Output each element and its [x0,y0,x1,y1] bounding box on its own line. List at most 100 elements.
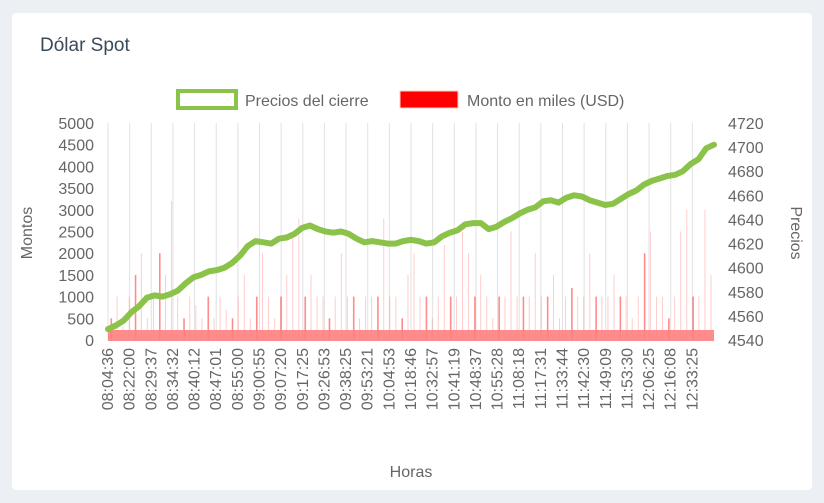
volume-bar [243,274,245,340]
volume-bar [516,296,518,340]
y-right-tick-label: 4680 [728,164,764,181]
volume-bar [431,318,433,340]
y-left-tick-label: 0 [85,333,94,350]
volume-bar [686,209,688,340]
y-left-tick-label: 4500 [58,138,94,155]
volume-bar [304,296,307,340]
y-right-tick-label: 4660 [728,188,764,205]
volume-bar [231,318,234,340]
volume-bar [704,209,706,340]
y-left-tick-label: 1000 [58,290,94,307]
volume-bar [625,296,627,340]
volume-bar [571,287,573,340]
x-tick-label: 11:08:18 [511,348,528,409]
volume-bar [116,296,118,340]
volume-bar [619,296,622,340]
volume-bar [152,296,154,340]
volume-bar [474,296,476,340]
x-tick-label: 10:41:19 [446,348,463,410]
volume-bar [177,296,179,340]
volume-bar [607,296,609,340]
x-tick-label: 10:18:46 [403,348,420,410]
volume-bar [662,296,664,340]
price-line-layer [105,141,717,333]
volume-bar [674,296,676,340]
volume-bar [540,296,542,340]
volume-bar [425,296,428,340]
x-tick-label: 12:06:25 [641,348,658,410]
volume-bar [589,253,591,340]
volume-bar [577,296,579,340]
x-tick-label: 09:38:25 [338,348,355,410]
y-left-tick-label: 2500 [58,225,94,242]
volume-bar [316,296,318,340]
x-tick-label: 08:04:36 [100,348,117,410]
volume-bar [292,235,294,340]
volume-bar [443,244,445,340]
x-tick-label: 10:48:37 [468,348,485,410]
volume-bar [140,253,142,340]
x-axis: 08:04:36 08:22:00 08:29:37 08:34:32 08:40:12… [100,348,701,410]
x-tick-label: 08:29:37 [143,348,160,410]
volume-bar [165,274,167,340]
volume-bar [377,296,379,340]
x-tick-label: 10:04:53 [381,348,398,410]
y-right-tick-label: 4620 [728,237,764,254]
volume-bar [213,318,215,340]
volume-bar [583,296,585,340]
y-left-tick-label: 500 [67,311,94,328]
x-tick-label: 12:16:08 [663,348,680,410]
x-tick-label: 09:00:55 [252,348,269,410]
x-tick-label: 09:07:20 [273,348,290,410]
volume-bar [419,296,421,340]
volume-bar [655,296,657,340]
volume-bar [322,296,324,340]
x-tick-label: 08:47:01 [208,348,225,410]
volume-bar [189,296,191,340]
x-tick-label: 10:55:28 [490,348,507,410]
volume-bar [183,318,185,340]
volume-bar [340,253,342,340]
y-left-tick-label: 5000 [58,116,94,133]
volume-bar [480,274,482,340]
y-right-tick-label: 4540 [728,333,764,350]
volume-bar [346,296,348,340]
volume-bar [492,318,494,340]
volume-bar [274,318,276,340]
volume-bar [637,296,639,340]
volume-bar [195,305,197,340]
volume-bar [280,296,282,340]
y-right-tick-label: 4700 [728,140,764,157]
y-axis-left: 0 500 1000 1500 2000 2500 3000 3500 4000 4500 5000 [58,116,94,350]
volume-bar [710,274,712,340]
volume-bar [528,296,530,340]
y-right-tick-label: 4580 [728,285,764,302]
volume-bar [401,318,404,340]
legend-label-monto[interactable]: Monto en miles (USD) [467,93,624,110]
x-tick-label: 08:22:00 [122,348,139,410]
y-axis-left-title: Montos [19,207,36,259]
volume-bar [546,296,549,340]
y-left-tick-label: 3500 [58,181,94,198]
volume-bar [692,296,694,340]
volume-bar [255,296,258,340]
y-right-tick-label: 4640 [728,212,764,229]
volume-bar [455,296,457,340]
y-left-tick-label: 3000 [58,203,94,220]
legend-swatch-monto[interactable] [399,90,459,109]
volume-bar [328,318,331,340]
volume-bar [498,296,500,340]
volume-bar [552,274,554,340]
y-left-tick-label: 1500 [58,268,94,285]
volume-bar [649,231,651,340]
legend-label-precios[interactable]: Precios del cierre [245,93,369,110]
volume-bar [558,318,560,340]
x-tick-label: 09:53:21 [360,348,377,410]
legend-swatch-precios[interactable] [176,89,238,110]
volume-bar [352,296,355,340]
x-tick-label: 11:17:31 [533,348,550,409]
volume-bar [286,274,288,340]
y-right-tick-label: 4560 [728,309,764,326]
volume-bar [201,318,203,340]
